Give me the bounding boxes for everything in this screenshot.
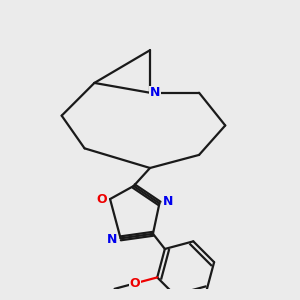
Text: N: N	[150, 86, 160, 99]
Text: N: N	[107, 233, 118, 247]
Text: O: O	[130, 277, 140, 290]
Text: N: N	[162, 195, 173, 208]
Text: O: O	[97, 193, 107, 206]
